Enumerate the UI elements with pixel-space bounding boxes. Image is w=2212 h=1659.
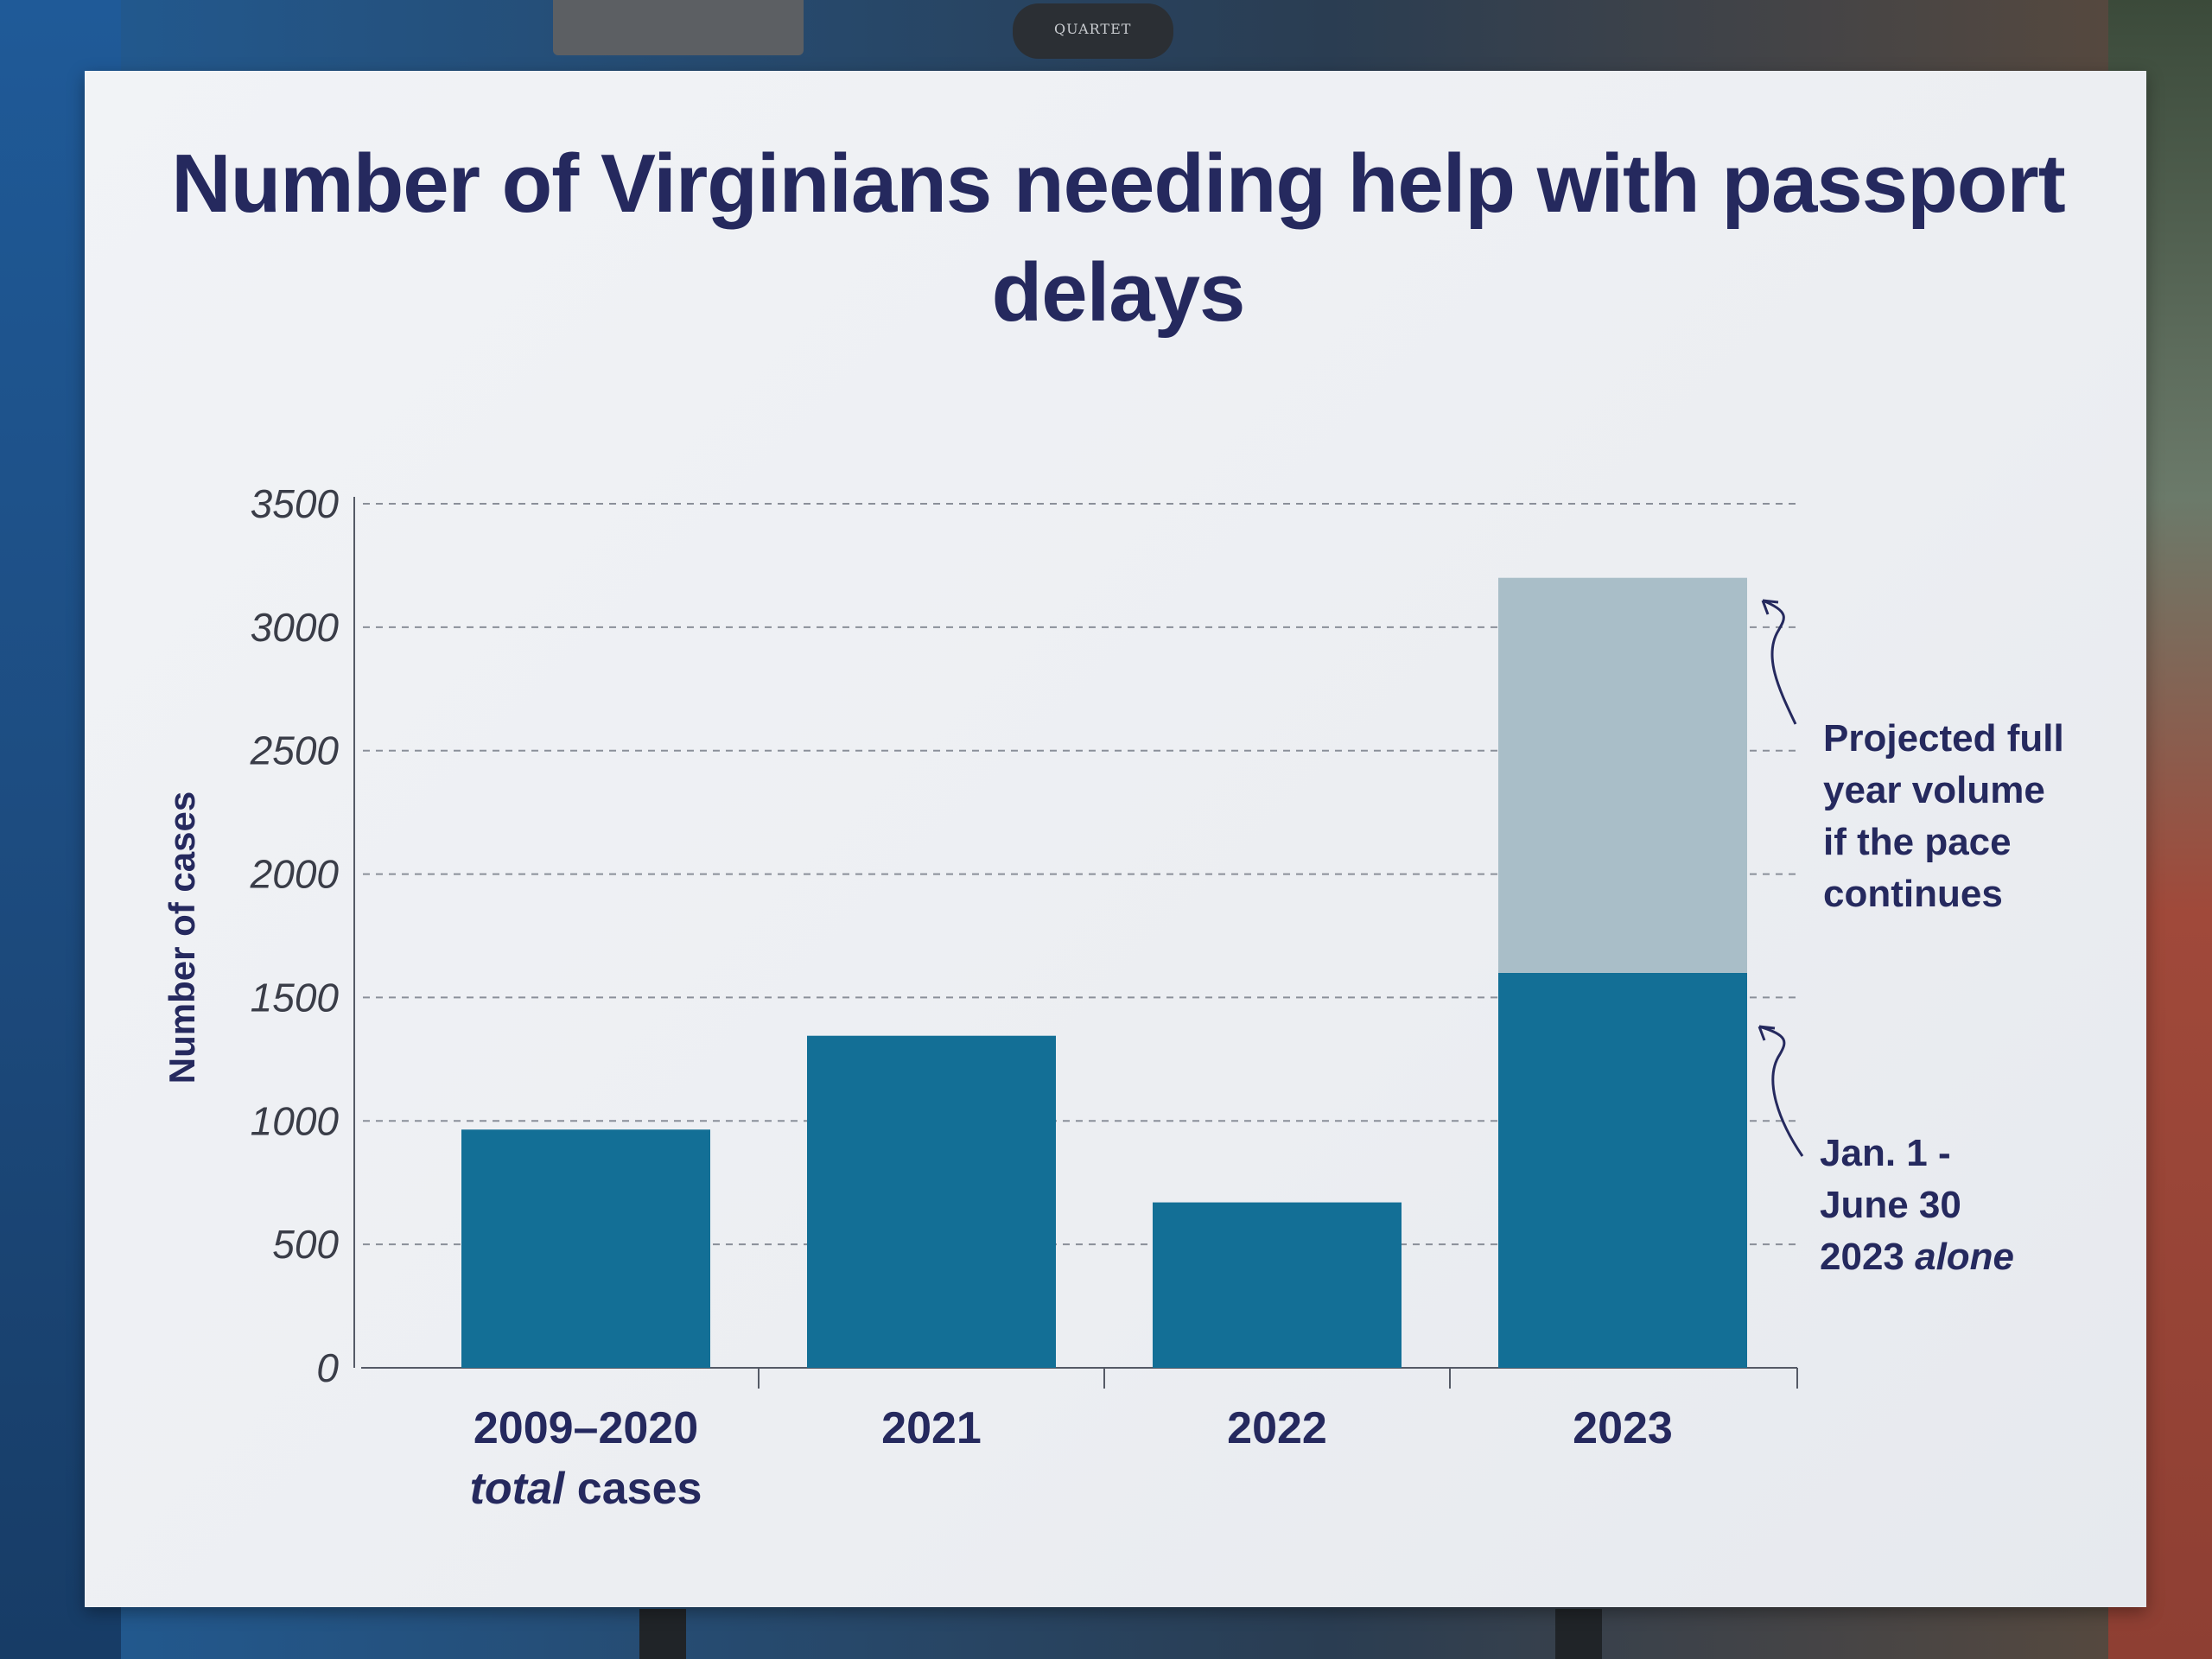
category-label: 2022	[1227, 1403, 1327, 1453]
chart-title: Number of Virginians needing help with p…	[171, 137, 2065, 339]
y-tick-label: 1500	[251, 975, 340, 1020]
y-axis-label: Number of cases	[162, 791, 202, 1084]
y-axis-ticks: 0 500 1000 1500 2000 2500 3000 3500	[250, 481, 340, 1390]
annotation-actual-line: Jan. 1 -	[1820, 1132, 1951, 1174]
easel-foot-left	[639, 1609, 686, 1659]
bar-actual	[1498, 972, 1747, 1368]
easel-clip	[1013, 3, 1173, 59]
category-label-sub: total cases	[470, 1464, 702, 1514]
actual-arrow-icon	[1758, 1025, 1804, 1157]
annotation-actual-line: June 30	[1820, 1184, 1961, 1226]
annotation-actual-year: 2023	[1820, 1236, 1915, 1278]
x-axis-ticks	[758, 1368, 1798, 1389]
y-tick-label: 2500	[250, 728, 340, 773]
y-tick-label: 500	[272, 1222, 339, 1267]
bar-actual	[1153, 1202, 1402, 1368]
category-label: 2021	[881, 1403, 982, 1453]
bars	[461, 577, 1747, 1368]
y-tick-label: 3500	[251, 481, 340, 526]
category-label-rest: cases	[564, 1464, 702, 1514]
category-label: 2023	[1573, 1403, 1673, 1453]
actual-arrowhead-icon	[1758, 1025, 1776, 1041]
poster-board	[85, 71, 2146, 1607]
bar-actual	[461, 1129, 710, 1368]
annotation-actual-line: 2023 alone	[1820, 1236, 2014, 1278]
bar-actual	[807, 1035, 1056, 1368]
y-tick-label: 3000	[251, 605, 340, 650]
bar-projected	[1498, 577, 1747, 973]
category-label-emphasis: total	[470, 1464, 566, 1514]
category-label: 2009–2020	[474, 1403, 698, 1453]
projected-arrow-icon	[1762, 599, 1797, 725]
easel-clip-label: QUARTET	[1054, 21, 1132, 37]
annotation-projected-line: Projected full	[1823, 717, 2064, 760]
easel-top-bar	[553, 0, 804, 55]
category-labels: 2009–2020 total cases 2021 2022 2023	[470, 1403, 1673, 1514]
y-tick-label: 1000	[251, 1098, 340, 1143]
annotation-actual-emphasis: alone	[1915, 1236, 2014, 1278]
annotation-projected-line: if the pace	[1823, 821, 2012, 863]
annotation-actual: Jan. 1 - June 30 2023 alone	[1820, 1132, 2014, 1278]
annotation-projected-line: continues	[1823, 873, 2003, 915]
projected-arrowhead-icon	[1761, 599, 1779, 615]
annotation-projected: Projected full year volume if the pace c…	[1823, 717, 2064, 915]
annotation-projected-line: year volume	[1823, 769, 2045, 811]
easel-foot-right	[1555, 1609, 1602, 1659]
y-tick-label: 2000	[250, 852, 340, 897]
y-tick-label: 0	[316, 1345, 339, 1390]
